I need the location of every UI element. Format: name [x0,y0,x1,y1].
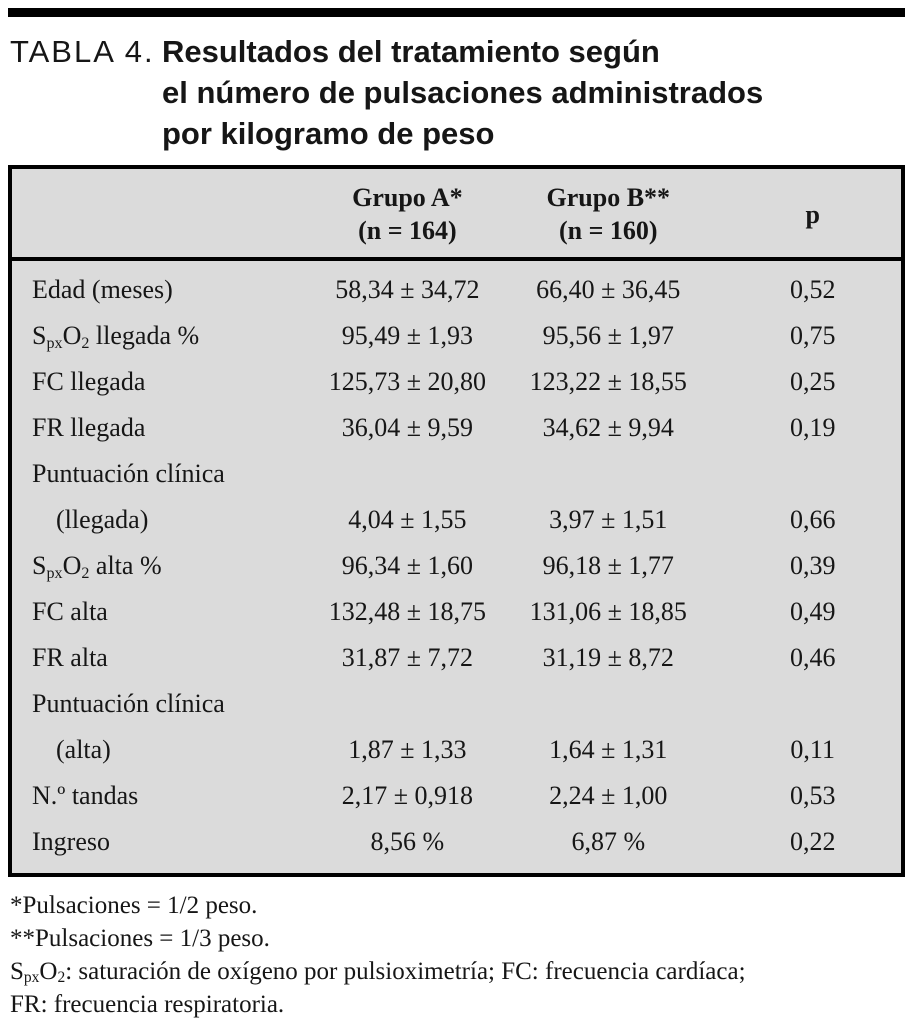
row-label: SpxO2 alta % [32,551,162,582]
table-row: Edad (meses) 58,34 ± 34,72 66,40 ± 36,45 0,… [10,259,903,313]
cell-grupo-a: 132,48 ± 18,75 [328,597,487,626]
grupo-a-n: (n = 164) [358,216,457,245]
table-row: FR llegada 36,04 ± 9,59 34,62 ± 9,94 0,19 [10,405,903,451]
footnotes: *Pulsaciones = 1/2 peso. **Pulsaciones = … [10,889,905,1021]
table-row: N.º tandas 2,17 ± 0,918 2,24 ± 1,00 0,53 [10,773,903,819]
cell-grupo-b: 131,06 ± 18,85 [529,597,687,626]
cell-p: 0,25 [789,367,836,396]
row-label: SpxO2 llegada % [32,321,200,352]
footnote-line: SpxO2: saturación de oxígeno por pulsiox… [10,958,746,987]
row-label: FC llegada [32,367,146,396]
cell-p: 0,75 [789,321,836,350]
cell-grupo-b: 34,62 ± 9,94 [542,413,674,442]
cell-grupo-b: 66,40 ± 36,45 [536,275,681,304]
cell-grupo-a: 31,87 ± 7,72 [341,643,474,672]
table-title-line-1: Resultados del tratamiento según [162,34,660,69]
footnote-line: FR: frecuencia respiratoria. [10,991,285,1018]
cell-grupo-b: 96,18 ± 1,77 [542,551,674,580]
table-caption: TABLA 4. Resultados del tratamiento segú… [10,31,905,154]
row-label: FC alta [32,597,108,626]
cell-grupo-a: 58,34 ± 34,72 [335,275,480,304]
table-number: TABLA 4. [10,34,155,69]
row-label: Ingreso [32,827,110,856]
column-header-p: p [724,167,903,261]
cell-p: 0,22 [789,827,836,856]
row-label: N.º tandas [32,781,139,810]
grupo-a-name: Grupo A* [352,183,463,212]
cell-p: 0,19 [789,413,836,442]
grupo-b-name: Grupo B** [546,183,671,212]
cell-grupo-a: 96,34 ± 1,60 [341,551,474,580]
row-label: Puntuación clínica (llegada) [32,459,225,534]
cell-grupo-a: 125,73 ± 20,80 [328,367,487,396]
table-title: Resultados del tratamiento según el núme… [162,31,763,154]
cell-grupo-b: 6,87 % [571,827,646,856]
cell-grupo-b: 31,19 ± 8,72 [542,643,674,672]
cell-p: 0,66 [789,505,836,534]
table-row: SpxO2 alta % 96,34 ± 1,60 96,18 ± 1,77 0,39 [10,543,903,589]
cell-grupo-a: 8,56 % [370,827,445,856]
cell-grupo-a: 4,04 ± 1,55 [348,505,467,534]
cell-p: 0,39 [789,551,836,580]
cell-grupo-b: 123,22 ± 18,55 [529,367,687,396]
cell-grupo-b: 1,64 ± 1,31 [549,735,668,764]
table-title-line-3: por kilogramo de peso [162,116,495,151]
results-table: Grupo A* (n = 164) Grupo B** (n = 160) p… [8,165,905,877]
cell-p: 0,46 [789,643,836,672]
table-body: Edad (meses) 58,34 ± 34,72 66,40 ± 36,45 0,… [10,259,903,875]
table-row: FR alta 31,87 ± 7,72 31,19 ± 8,72 0,46 [10,635,903,681]
table-row: FC llegada 125,73 ± 20,80 123,22 ± 18,55 0,… [10,359,903,405]
cell-p: 0,49 [789,597,836,626]
table-title-line-2: el número de pulsaciones administrados [162,75,764,110]
title-top-rule [8,8,905,17]
column-header-grupo-b: Grupo B** (n = 160) [492,167,725,261]
table-header: Grupo A* (n = 164) Grupo B** (n = 160) p [10,167,903,261]
row-label: FR alta [32,643,108,672]
cell-grupo-a: 95,49 ± 1,93 [341,321,474,350]
row-label: FR llegada [32,413,146,442]
column-header-grupo-a: Grupo A* (n = 164) [322,167,493,261]
cell-p: 0,11 [790,735,835,764]
cell-grupo-b: 3,97 ± 1,51 [549,505,668,534]
cell-p: 0,53 [789,781,836,810]
table-row: Puntuación clínica (llegada) 4,04 ± 1,55 3,… [10,451,903,543]
cell-grupo-b: 2,24 ± 1,00 [549,781,668,810]
header-row: Grupo A* (n = 164) Grupo B** (n = 160) p [10,167,903,261]
grupo-b-n: (n = 160) [558,216,658,245]
table-row: SpxO2 llegada % 95,49 ± 1,93 95,56 ± 1,97 0… [10,313,903,359]
column-header-empty [10,167,323,261]
cell-grupo-a: 2,17 ± 0,918 [341,781,474,810]
footnote-line: *Pulsaciones = 1/2 peso. [10,892,258,919]
cell-grupo-b: 95,56 ± 1,97 [542,321,674,350]
table-row: Puntuación clínica (alta) 1,87 ± 1,33 1,64 … [10,681,903,773]
row-label: Edad (meses) [32,275,173,304]
table-row: Ingreso 8,56 % 6,87 % 0,22 [10,819,903,875]
cell-p: 0,52 [789,275,836,304]
cell-grupo-a: 36,04 ± 9,59 [341,413,474,442]
table-row: FC alta 132,48 ± 18,75 131,06 ± 18,85 0,49 [10,589,903,635]
cell-grupo-a: 1,87 ± 1,33 [348,735,467,764]
footnote-line: **Pulsaciones = 1/3 peso. [10,925,270,952]
row-label: Puntuación clínica (alta) [32,689,225,764]
